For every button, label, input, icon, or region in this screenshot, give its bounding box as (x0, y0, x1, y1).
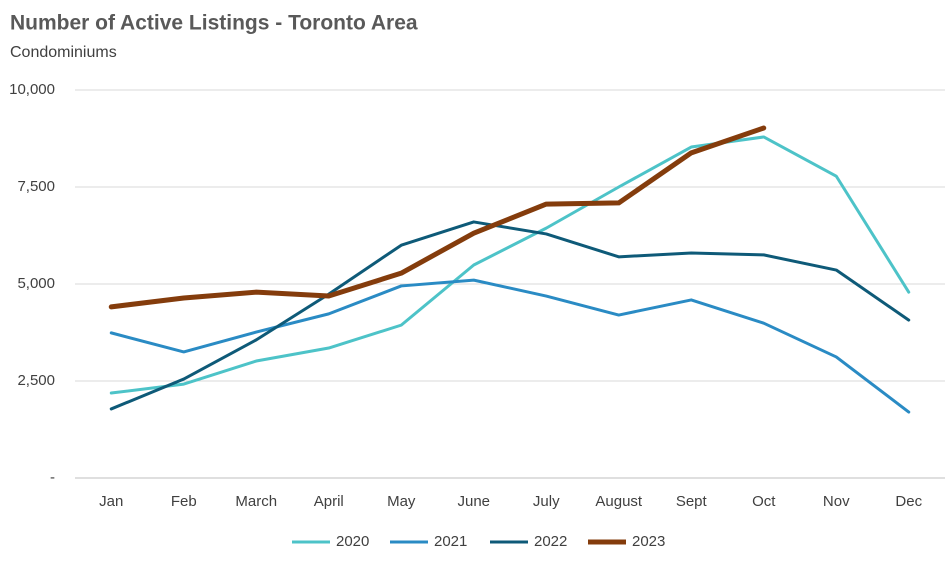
x-tick-label: Feb (171, 493, 197, 510)
series-line (109, 220, 911, 411)
y-tick-label: 10,000 (9, 81, 55, 98)
x-tick-label: March (235, 493, 277, 510)
x-tick-label: August (595, 493, 643, 510)
series-line (109, 135, 911, 395)
series-line (109, 278, 911, 414)
x-tick-label: July (533, 493, 560, 510)
x-tick-label: Jan (99, 493, 123, 510)
x-tick-label: Nov (823, 493, 850, 510)
legend-label: 2023 (632, 533, 665, 550)
x-tick-label: May (387, 493, 416, 510)
y-tick-label: 2,500 (17, 372, 55, 389)
y-tick-label: 7,500 (17, 178, 55, 195)
legend-label: 2021 (434, 533, 467, 550)
y-tick-label: 5,000 (17, 275, 55, 292)
legend-label: 2022 (534, 533, 567, 550)
chart-title: Number of Active Listings - Toronto Area (10, 12, 418, 35)
chart-subtitle: Condominiums (10, 44, 117, 61)
x-tick-label: June (457, 493, 490, 510)
legend-label: 2020 (336, 533, 369, 550)
series-line (108, 125, 767, 310)
y-tick-label: - (50, 469, 55, 486)
x-tick-label: Oct (752, 493, 776, 510)
x-tick-label: Sept (676, 493, 708, 510)
x-tick-label: April (314, 493, 344, 510)
x-tick-label: Dec (895, 493, 922, 510)
